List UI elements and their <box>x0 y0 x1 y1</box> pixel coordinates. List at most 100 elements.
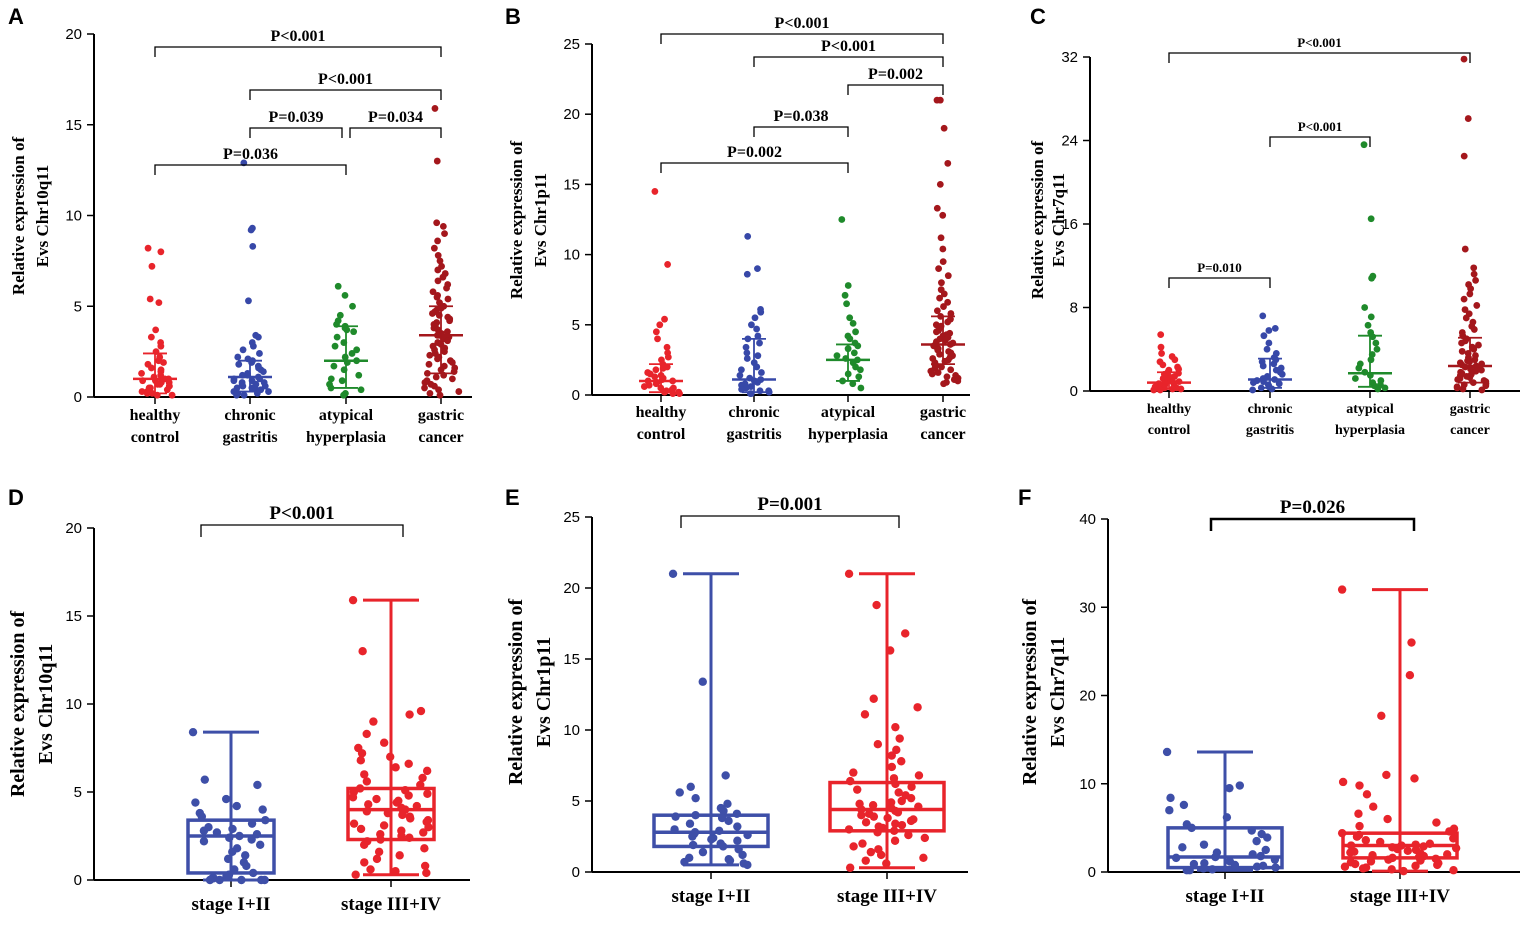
data-point <box>858 839 867 848</box>
data-point <box>1340 862 1350 871</box>
x-tick-label: gastric <box>1450 402 1490 417</box>
category-0: stage I+II <box>186 727 276 915</box>
data-point <box>340 391 347 399</box>
data-point <box>933 204 941 212</box>
data-point <box>1162 747 1172 757</box>
data-point <box>1263 345 1271 353</box>
y-tick-label: 20 <box>563 580 580 597</box>
data-point <box>1157 331 1165 339</box>
data-point <box>654 335 661 343</box>
y-tick-label: 0 <box>74 872 82 889</box>
data-point <box>944 298 952 306</box>
data-point <box>1451 843 1461 853</box>
data-point <box>1275 380 1283 388</box>
data-point <box>338 377 346 385</box>
significance-bracket <box>249 127 343 138</box>
x-tick-label: hyperplasia <box>1335 423 1405 438</box>
data-point <box>1362 790 1372 799</box>
y-tick-label: 15 <box>65 117 82 134</box>
data-point <box>434 266 442 274</box>
data-point <box>234 353 242 361</box>
data-point <box>1350 859 1360 869</box>
data-point <box>939 258 947 266</box>
data-point <box>933 328 940 336</box>
y-tick-label: 0 <box>1070 383 1078 400</box>
panel-letter: B <box>505 4 521 29</box>
data-point <box>424 823 433 832</box>
y-tick-label: 24 <box>1061 133 1078 150</box>
data-point <box>856 366 864 374</box>
data-point <box>1419 842 1428 851</box>
data-point <box>441 230 448 238</box>
data-point <box>843 300 850 308</box>
data-point <box>148 364 155 372</box>
data-point <box>857 811 866 820</box>
data-point <box>429 288 437 296</box>
p-value-label: P=0.026 <box>1280 497 1345 518</box>
data-point <box>418 773 427 783</box>
significance-bracket <box>154 164 347 175</box>
x-tick-label: atypical <box>319 407 374 424</box>
y-tick-label: 25 <box>563 509 580 526</box>
significance-bracket <box>154 46 442 57</box>
data-point <box>721 771 730 780</box>
data-point <box>889 826 899 836</box>
panel-letter: D <box>8 485 24 510</box>
data-point <box>1384 855 1393 864</box>
y-axis-label: Evs Chr1p11 <box>533 637 555 748</box>
data-point <box>426 351 434 359</box>
data-point <box>228 824 237 834</box>
x-tick-label: gastritis <box>222 429 277 446</box>
data-point <box>253 780 262 790</box>
y-tick-label: 16 <box>1061 216 1078 233</box>
panel-C: C 0 8 16 24 32 Relative expression of Evs Chr7q… <box>1028 4 1520 438</box>
data-point <box>1470 270 1478 278</box>
data-point <box>736 371 744 379</box>
data-point <box>333 333 341 341</box>
data-point <box>160 359 167 366</box>
data-point <box>944 318 952 326</box>
data-point <box>1352 832 1362 841</box>
x-tick-label: stage III+IV <box>1350 886 1450 907</box>
data-point <box>1445 827 1454 836</box>
data-point <box>1432 818 1441 827</box>
data-point <box>895 734 904 743</box>
data-point <box>1466 290 1474 298</box>
data-point <box>423 789 432 798</box>
data-point <box>1199 864 1208 873</box>
box <box>1166 826 1284 870</box>
p-value-label: P<0.001 <box>821 38 876 55</box>
y-axis-label: Relative expression of <box>505 599 527 786</box>
data-point <box>753 325 761 333</box>
p-value-label: P<0.001 <box>269 503 334 524</box>
data-point <box>1467 285 1475 293</box>
data-point <box>1460 55 1468 63</box>
data-point <box>439 222 447 230</box>
data-point <box>869 694 878 703</box>
data-point <box>1185 866 1194 875</box>
data-point <box>374 847 384 857</box>
data-point <box>349 302 356 310</box>
data-point <box>327 375 335 383</box>
data-point <box>233 391 240 399</box>
p-value-label: P=0.038 <box>774 108 829 125</box>
data-point <box>940 124 948 132</box>
x-tick-label: cancer <box>1450 423 1490 438</box>
data-point <box>258 805 267 814</box>
panel-letter: F <box>1018 485 1031 510</box>
y-tick-label: 0 <box>1088 864 1096 881</box>
data-point <box>872 600 881 610</box>
data-point <box>1358 864 1368 873</box>
y-tick-label: 15 <box>563 651 580 668</box>
data-point <box>331 342 339 350</box>
data-point <box>920 833 930 843</box>
data-point <box>448 375 456 383</box>
data-point <box>426 389 434 397</box>
data-point <box>751 314 759 322</box>
data-point <box>1355 364 1363 372</box>
data-point <box>446 317 453 325</box>
panel-letter: E <box>505 485 520 510</box>
data-point <box>936 181 944 188</box>
data-point <box>846 335 854 343</box>
